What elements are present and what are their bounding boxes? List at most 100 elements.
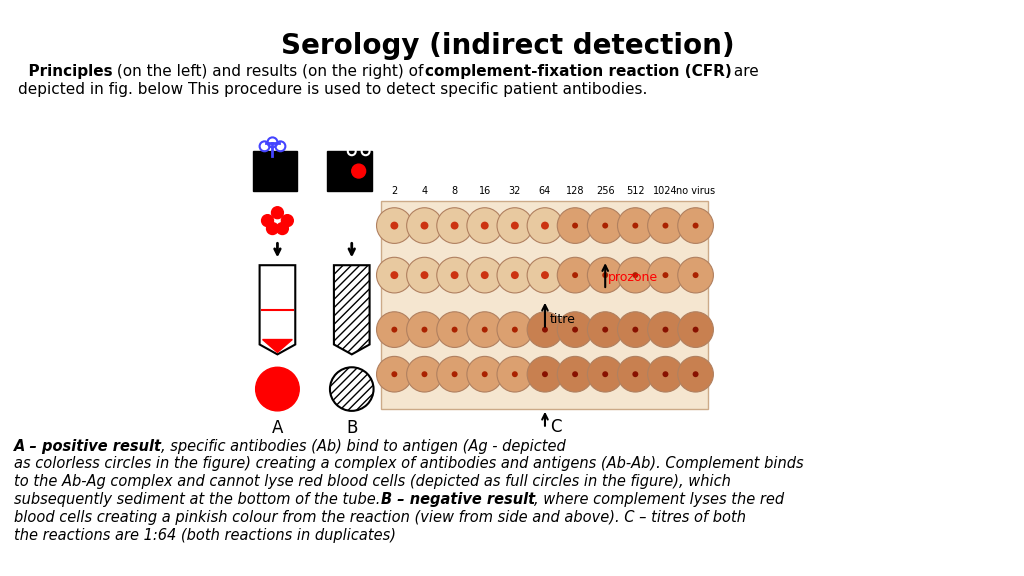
Circle shape	[647, 257, 683, 293]
Circle shape	[330, 367, 374, 411]
Circle shape	[511, 222, 519, 230]
Polygon shape	[334, 265, 370, 354]
Text: Serology (indirect detection): Serology (indirect detection)	[281, 32, 734, 60]
Circle shape	[692, 327, 698, 332]
Circle shape	[602, 371, 608, 377]
Circle shape	[481, 371, 487, 377]
Text: (on the left) and results (on the right) of: (on the left) and results (on the right)…	[112, 64, 428, 79]
Circle shape	[588, 208, 623, 244]
Circle shape	[633, 371, 638, 377]
Circle shape	[602, 222, 608, 229]
Text: depicted in fig. below This procedure is used to detect specific patient antibod: depicted in fig. below This procedure is…	[17, 82, 647, 97]
Text: Principles: Principles	[17, 64, 113, 79]
Circle shape	[633, 272, 638, 278]
Text: A: A	[271, 419, 283, 437]
Text: 128: 128	[566, 186, 585, 196]
Circle shape	[437, 357, 472, 392]
Circle shape	[678, 208, 714, 244]
Text: 8: 8	[452, 186, 458, 196]
Circle shape	[407, 357, 442, 392]
Circle shape	[602, 272, 608, 278]
Circle shape	[557, 257, 593, 293]
Circle shape	[512, 327, 518, 332]
Circle shape	[497, 312, 532, 347]
Circle shape	[391, 327, 397, 332]
Circle shape	[647, 312, 683, 347]
Circle shape	[527, 312, 563, 347]
Text: prozone: prozone	[608, 271, 658, 283]
Text: 64: 64	[539, 186, 551, 196]
Text: 1024: 1024	[653, 186, 678, 196]
Text: A – positive result: A – positive result	[14, 438, 162, 454]
Circle shape	[390, 271, 398, 279]
Bar	[382, 201, 709, 409]
Circle shape	[692, 222, 698, 229]
Text: C: C	[550, 418, 561, 435]
Circle shape	[663, 272, 669, 278]
Bar	[253, 151, 297, 191]
Text: the reactions are 1:64 (both reactions in duplicates): the reactions are 1:64 (both reactions i…	[14, 528, 396, 543]
Circle shape	[352, 164, 366, 178]
Circle shape	[437, 312, 472, 347]
Polygon shape	[262, 339, 292, 353]
Circle shape	[391, 371, 397, 377]
Circle shape	[452, 327, 458, 332]
Text: 256: 256	[596, 186, 614, 196]
Circle shape	[678, 257, 714, 293]
Circle shape	[481, 327, 487, 332]
Circle shape	[421, 271, 428, 279]
Circle shape	[647, 357, 683, 392]
Circle shape	[407, 257, 442, 293]
Circle shape	[497, 208, 532, 244]
Circle shape	[572, 222, 579, 229]
Circle shape	[663, 327, 669, 332]
Circle shape	[527, 257, 563, 293]
Text: B: B	[346, 419, 357, 437]
Circle shape	[602, 327, 608, 332]
Circle shape	[617, 257, 653, 293]
Circle shape	[437, 257, 472, 293]
Circle shape	[527, 357, 563, 392]
Circle shape	[422, 327, 427, 332]
Circle shape	[451, 222, 459, 230]
Circle shape	[617, 357, 653, 392]
Circle shape	[692, 371, 698, 377]
Circle shape	[557, 208, 593, 244]
Circle shape	[407, 208, 442, 244]
Text: no virus: no virus	[676, 186, 715, 196]
Circle shape	[542, 371, 548, 377]
Circle shape	[678, 312, 714, 347]
Text: , specific antibodies (Ab) bind to antigen (Ag - depicted: , specific antibodies (Ab) bind to antig…	[161, 438, 565, 454]
Circle shape	[467, 208, 503, 244]
Text: are: are	[729, 64, 759, 79]
Circle shape	[541, 222, 549, 230]
Circle shape	[407, 312, 442, 347]
Circle shape	[276, 222, 289, 234]
Text: subsequently sediment at the bottom of the tube.: subsequently sediment at the bottom of t…	[14, 492, 385, 507]
Bar	[327, 151, 372, 191]
Text: as colorless circles in the figure) creating a complex of antibodies and antigen: as colorless circles in the figure) crea…	[14, 456, 804, 471]
Circle shape	[266, 222, 279, 234]
Circle shape	[271, 207, 284, 219]
Text: 4: 4	[422, 186, 428, 196]
Circle shape	[617, 208, 653, 244]
Circle shape	[663, 222, 669, 229]
Circle shape	[480, 222, 488, 230]
Text: to the Ab-Ag complex and cannot lyse red blood cells (depicted as full circles i: to the Ab-Ag complex and cannot lyse red…	[14, 474, 731, 489]
Circle shape	[377, 208, 413, 244]
Circle shape	[256, 367, 299, 411]
Circle shape	[452, 371, 458, 377]
Text: B – negative result: B – negative result	[382, 492, 536, 507]
Circle shape	[692, 272, 698, 278]
Circle shape	[451, 271, 459, 279]
Circle shape	[497, 257, 532, 293]
Text: , where complement lyses the red: , where complement lyses the red	[535, 492, 784, 507]
Circle shape	[617, 312, 653, 347]
Circle shape	[421, 222, 428, 230]
Circle shape	[572, 371, 579, 377]
Circle shape	[377, 312, 413, 347]
Text: 2: 2	[391, 186, 397, 196]
Circle shape	[678, 357, 714, 392]
Text: 512: 512	[626, 186, 645, 196]
Circle shape	[557, 312, 593, 347]
